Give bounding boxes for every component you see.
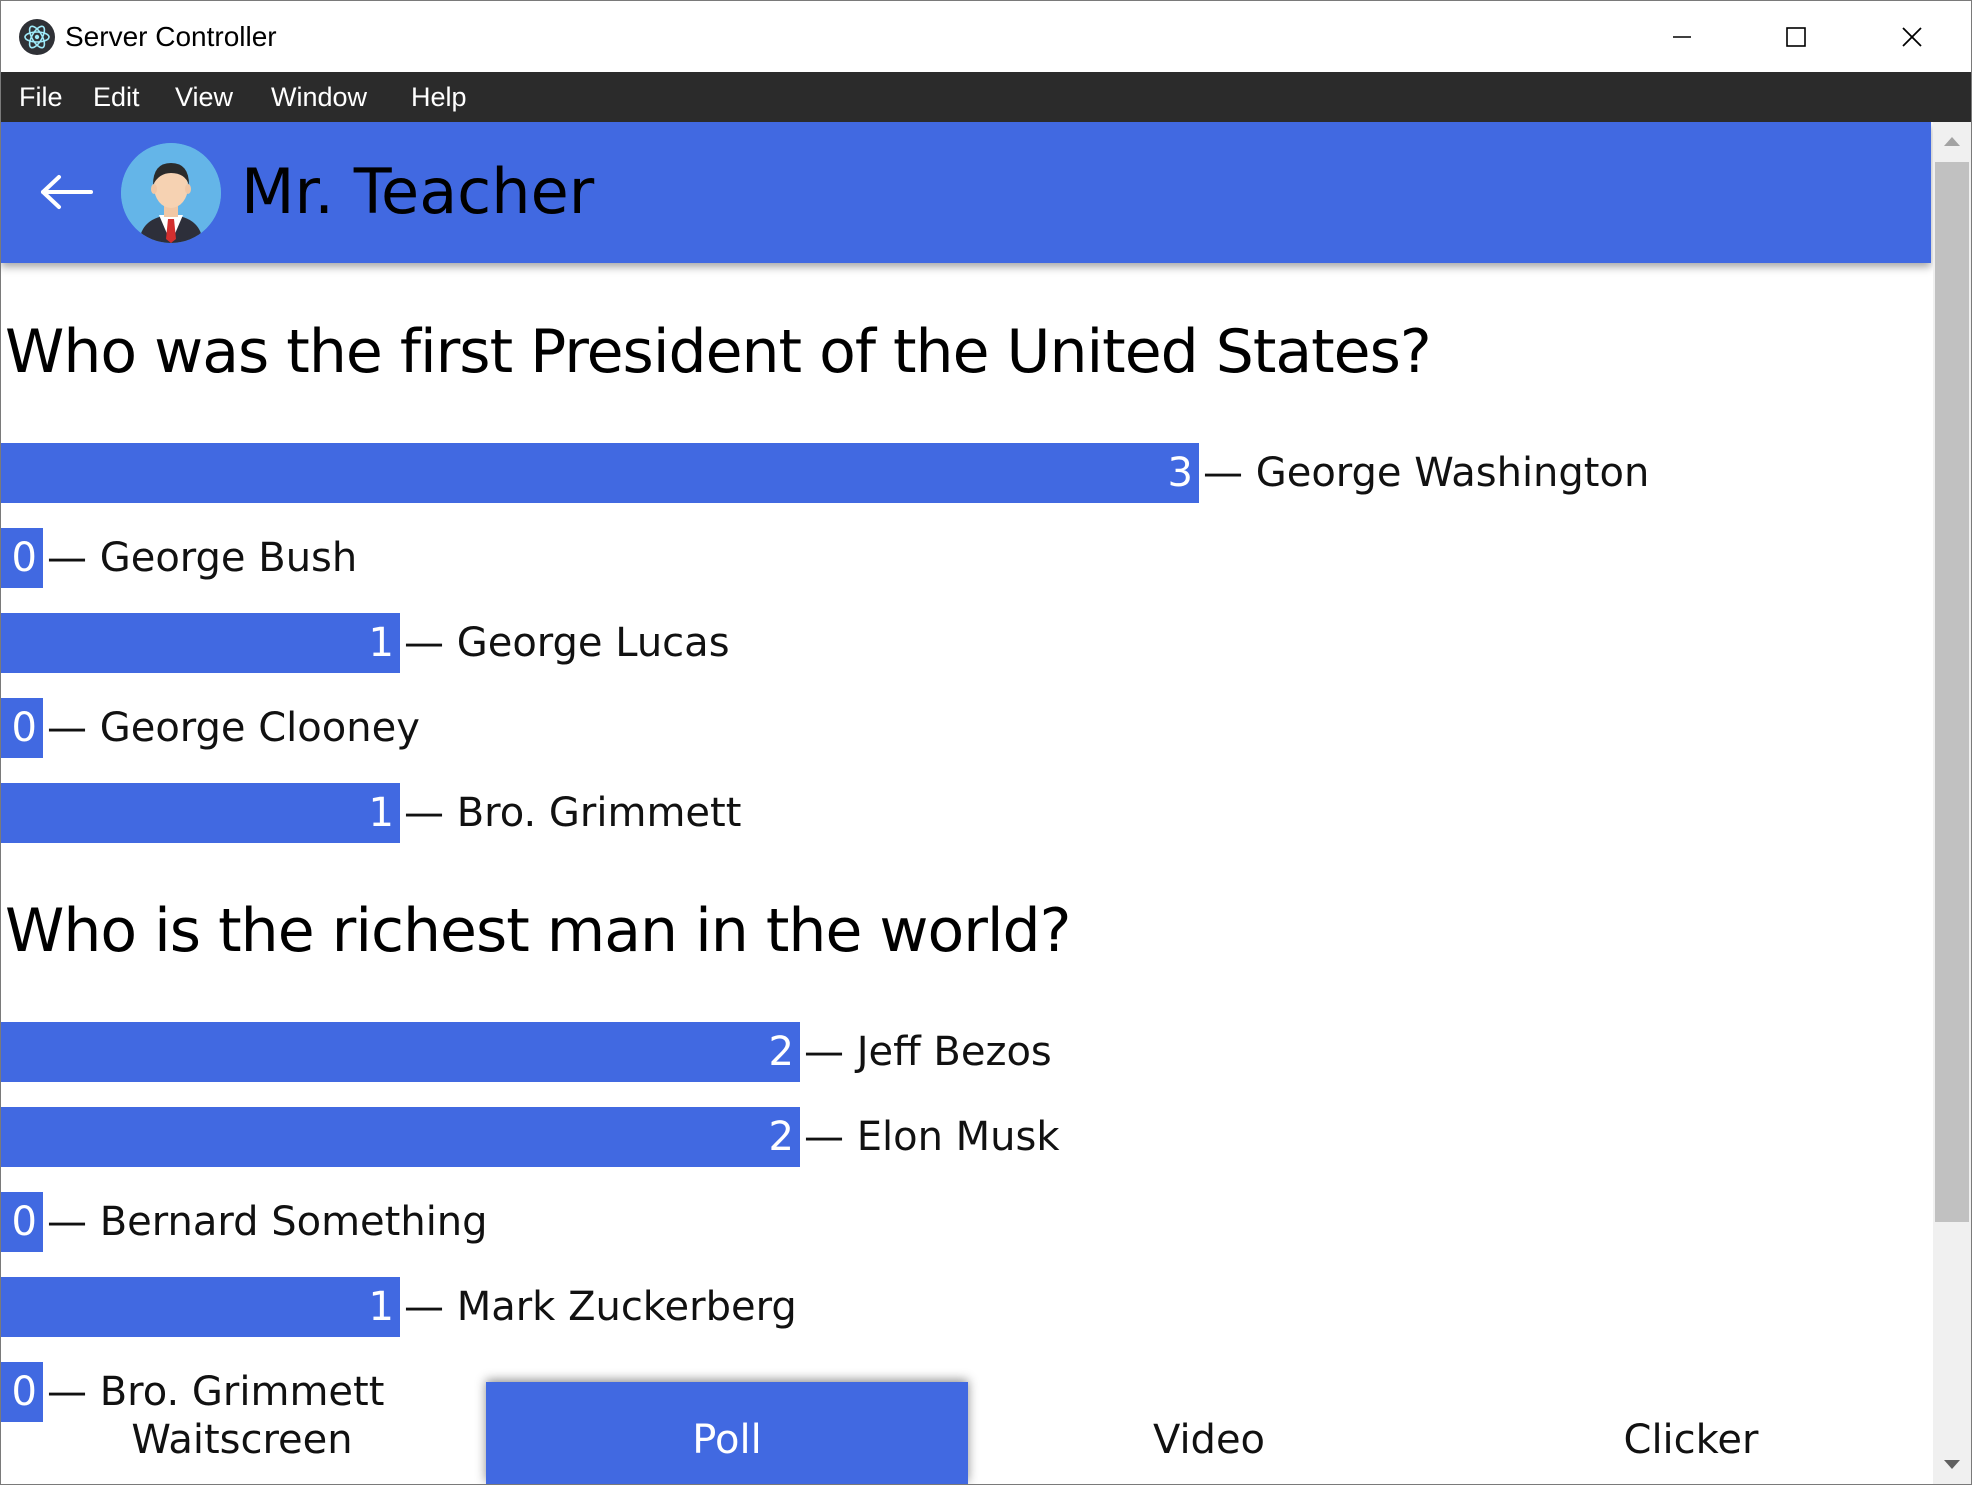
poll-answer-row: 2— Jeff Bezos <box>1 1022 1901 1082</box>
scrollbar-thumb[interactable] <box>1935 162 1969 1222</box>
poll-answer-row: 1— George Lucas <box>1 613 1901 673</box>
tab-clicker[interactable]: Clicker <box>1623 1417 1759 1463</box>
answer-label: — Bernard Something <box>47 1199 488 1245</box>
menu-view[interactable]: View <box>175 82 234 112</box>
answer-label: — George Lucas <box>404 620 730 666</box>
poll-answer-row: 0— George Bush <box>1 528 1901 588</box>
answer-label: — Bro. Grimmett <box>404 790 742 836</box>
tab-poll[interactable]: Poll <box>486 1382 968 1484</box>
app-header: Mr. Teacher <box>1 122 1931 263</box>
vote-bar: 0 <box>1 698 43 758</box>
answer-label: — Jeff Bezos <box>804 1029 1052 1075</box>
vertical-scrollbar[interactable] <box>1933 122 1971 1484</box>
tab-waitscreen[interactable]: Waitscreen <box>131 1417 353 1463</box>
main-content: Mr. Teacher Who was the first President … <box>1 122 1933 1484</box>
poll-question: Who was the first President of the Unite… <box>5 317 1432 387</box>
answer-label: — George Clooney <box>47 705 420 751</box>
bottom-navigation: Waitscreen Poll Video Clicker <box>1 1382 1931 1484</box>
vote-count: 0 <box>11 535 37 581</box>
vote-count: 3 <box>1167 450 1193 496</box>
user-name-title: Mr. Teacher <box>241 155 595 228</box>
menu-window[interactable]: Window <box>271 82 368 112</box>
electron-app-icon <box>19 19 55 55</box>
vote-count: 0 <box>11 1369 37 1415</box>
vote-count: 1 <box>368 620 394 666</box>
menu-help[interactable]: Help <box>411 82 467 112</box>
scroll-down-icon <box>1944 1460 1960 1469</box>
title-bar: Server Controller <box>1 1 1971 72</box>
vote-count: 1 <box>368 1284 394 1330</box>
teacher-avatar-icon <box>121 143 221 243</box>
poll-question: Who is the richest man in the world? <box>5 896 1071 966</box>
poll-answer-row: 1— Bro. Grimmett <box>1 783 1901 843</box>
menu-file[interactable]: File <box>19 82 63 112</box>
poll-answer-row: 2— Elon Musk <box>1 1107 1901 1167</box>
answer-label: — Bro. Grimmett <box>47 1369 385 1415</box>
vote-count: 2 <box>768 1029 794 1075</box>
vote-bar: 2 <box>1 1022 800 1082</box>
poll-answer-row: 0— George Clooney <box>1 698 1901 758</box>
vote-bar: 1 <box>1 1277 400 1337</box>
vote-bar: 0 <box>1 1362 43 1422</box>
window-title: Server Controller <box>65 21 277 52</box>
scroll-up-icon <box>1944 137 1960 146</box>
vote-count: 1 <box>368 790 394 836</box>
minimize-icon <box>1673 35 1691 38</box>
answer-label: — Mark Zuckerberg <box>404 1284 797 1330</box>
minimize-button[interactable] <box>1627 1 1737 72</box>
poll-answer-row: 1— Mark Zuckerberg <box>1 1277 1901 1337</box>
avatar <box>121 143 221 243</box>
poll-answer-row: 0— Bro. Grimmett <box>1 1362 1901 1422</box>
close-icon <box>1902 26 1922 47</box>
tab-video[interactable]: Video <box>1152 1417 1266 1463</box>
vote-count: 0 <box>11 1199 37 1245</box>
vote-bar: 1 <box>1 613 400 673</box>
scroll-up-button[interactable] <box>1933 122 1971 160</box>
vote-bar: 2 <box>1 1107 800 1167</box>
answer-label: — Elon Musk <box>804 1114 1060 1160</box>
vote-bar: 0 <box>1 1192 43 1252</box>
menu-edit[interactable]: Edit <box>93 82 140 112</box>
answer-label: — George Washington <box>1203 450 1650 496</box>
scroll-down-button[interactable] <box>1933 1446 1971 1484</box>
vote-bar: 0 <box>1 528 43 588</box>
back-button[interactable] <box>37 172 97 212</box>
poll-answer-row: 3— George Washington <box>1 443 1901 503</box>
vote-bar: 3 <box>1 443 1199 503</box>
maximize-icon <box>1786 26 1806 47</box>
back-arrow-icon <box>41 175 93 209</box>
vote-count: 0 <box>11 705 37 751</box>
close-button[interactable] <box>1857 1 1967 72</box>
vote-count: 2 <box>768 1114 794 1160</box>
poll-answer-row: 0— Bernard Something <box>1 1192 1901 1252</box>
vote-bar: 1 <box>1 783 400 843</box>
answer-label: — George Bush <box>47 535 358 581</box>
maximize-button[interactable] <box>1741 1 1851 72</box>
menu-bar: File Edit View Window Help <box>1 72 1971 122</box>
